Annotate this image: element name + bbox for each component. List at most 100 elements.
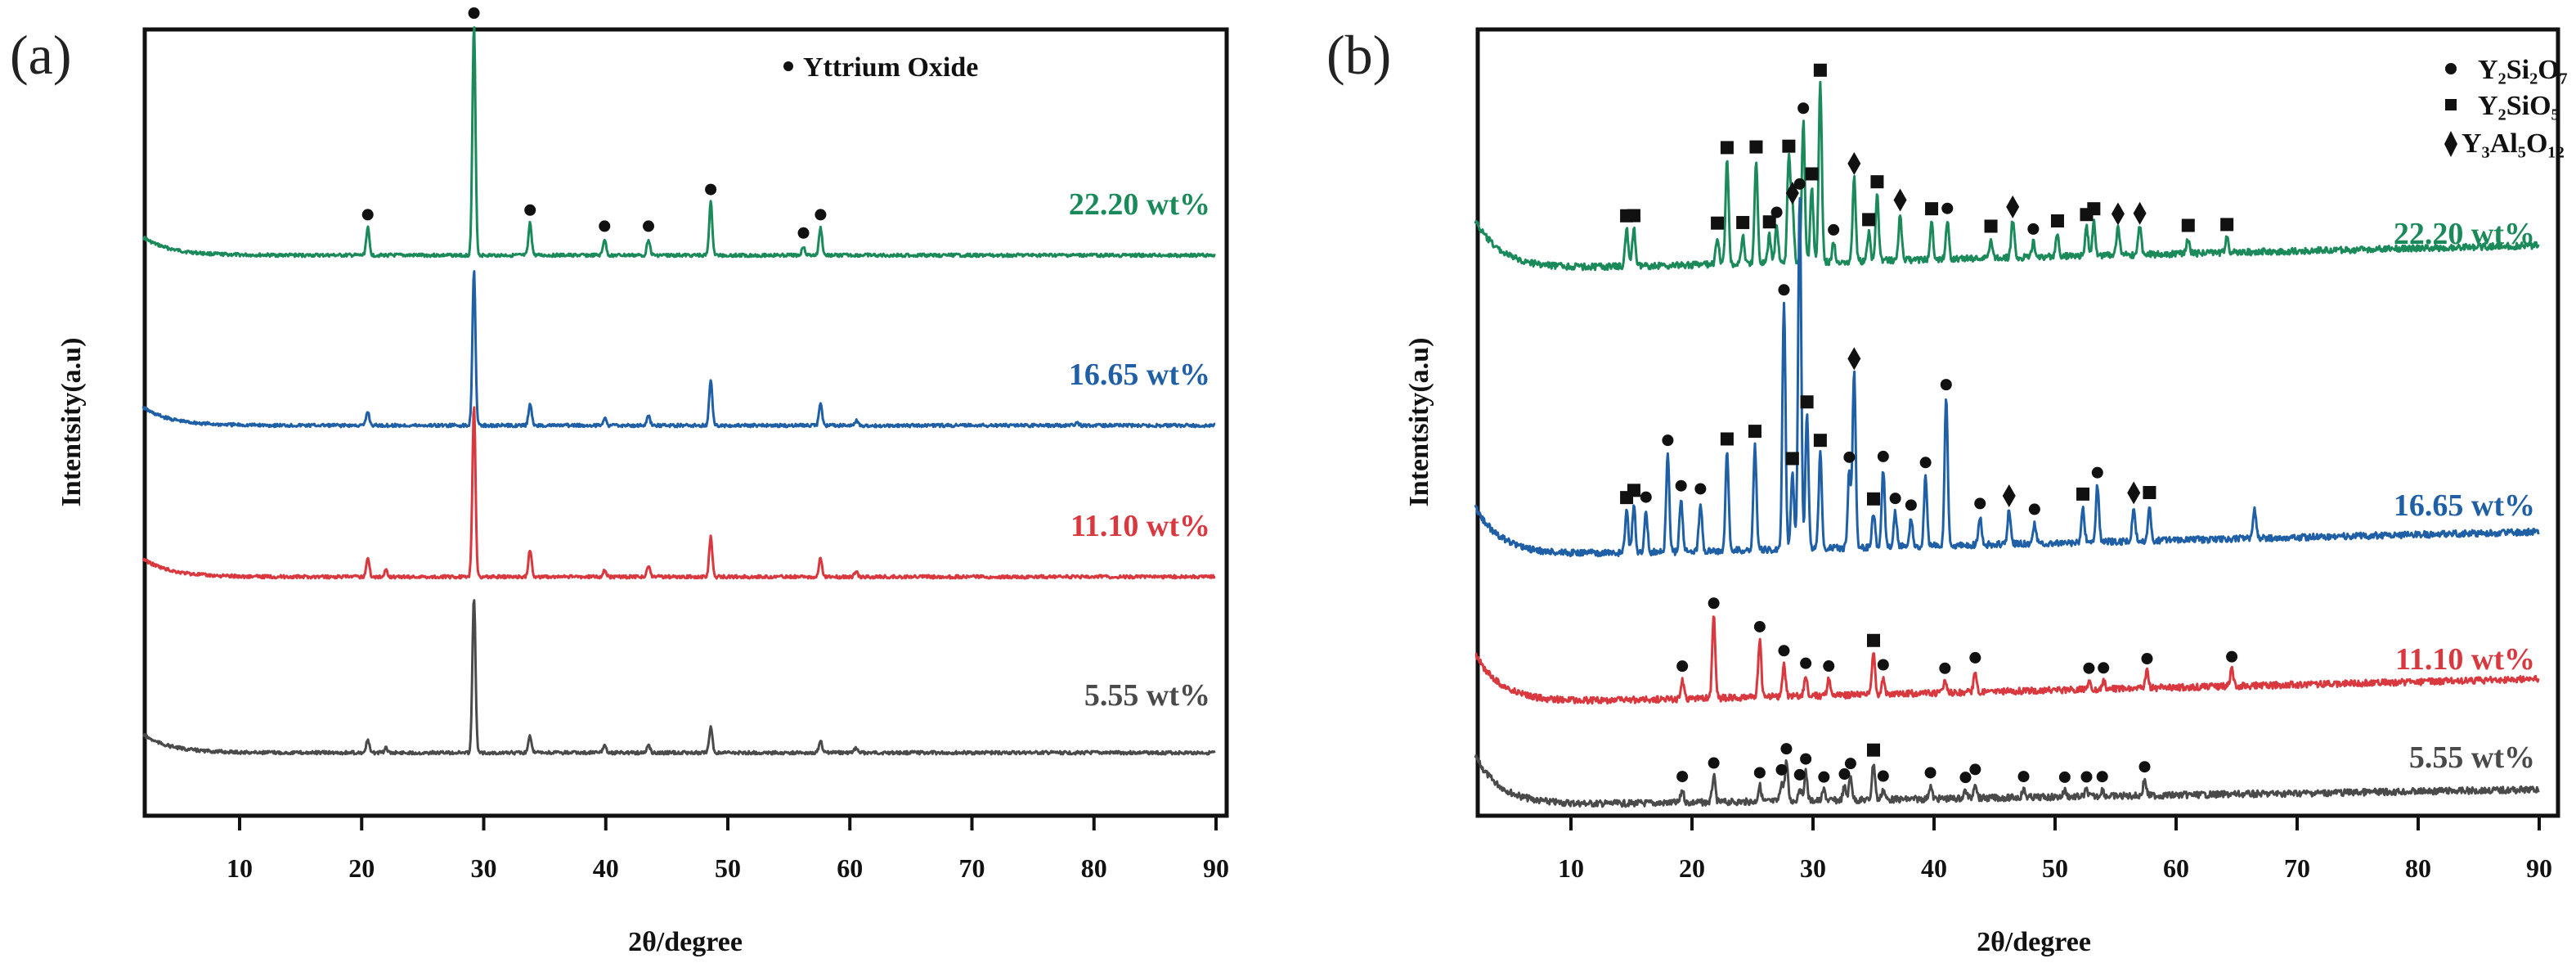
peak-marker-circle [1775, 763, 1788, 776]
y-axis-title-b: Intentsity(a.u) [1404, 338, 1434, 507]
peak-marker-circle [705, 183, 717, 196]
peak-marker-circle [361, 209, 374, 221]
peak-marker-circle [1844, 758, 1856, 770]
peak-marker-circle [1889, 493, 1901, 505]
peak-marker-diamond [2002, 484, 2016, 507]
peak-marker-circle [1940, 379, 1952, 391]
peak-marker-square [1867, 633, 1880, 647]
peak-marker-diamond [1847, 347, 1861, 371]
peak-marker-square [1720, 141, 1734, 155]
x-tick-label: 40 [593, 853, 619, 883]
panel-label-a: (a) [10, 24, 71, 86]
peak-marker-diamond [1847, 151, 1861, 175]
peak-marker-square [1785, 452, 1799, 466]
peak-marker-square [2143, 485, 2156, 499]
peak-marker-circle [1969, 651, 1981, 664]
x-tick-label: 80 [1081, 853, 1107, 883]
peak-marker-square [1870, 175, 1884, 189]
peak-marker-circle [2017, 771, 2030, 783]
peak-marker-circle [1676, 660, 1689, 673]
peak-marker-circle [2098, 662, 2110, 674]
peak-marker-square [1867, 743, 1880, 757]
y-axis-title-a: Intentsity(a.u) [56, 338, 87, 507]
peak-marker-circle [1780, 743, 1793, 755]
peak-marker-square [1867, 492, 1880, 506]
peak-marker-square [1925, 202, 1939, 216]
peak-marker-circle [1877, 450, 1889, 462]
markers-b [1620, 63, 2238, 784]
peak-marker-circle [524, 204, 536, 216]
peak-marker-circle [468, 7, 480, 19]
peak-marker-circle [1924, 767, 1936, 779]
x-tick-label: 30 [471, 853, 497, 883]
x-tick-label: 60 [837, 853, 863, 883]
peak-marker-square [1748, 425, 1761, 439]
peak-marker-circle [1974, 497, 1986, 510]
x-tick-label: 60 [2163, 853, 2189, 883]
peak-marker-square [1762, 215, 1776, 229]
series-label: 22.20 wt% [2394, 217, 2535, 251]
peak-marker-circle [1939, 662, 1951, 674]
peak-marker-square [1813, 63, 1827, 77]
plot-frame-a [142, 27, 1229, 818]
trace-1665 [141, 270, 1216, 429]
markers-a [361, 7, 827, 239]
x-tick-label: 40 [1921, 853, 1947, 883]
x-tick-label: 20 [1679, 853, 1705, 883]
peak-marker-circle [1708, 757, 1720, 769]
peak-marker-square [1813, 434, 1827, 448]
x-tick-label: 50 [2042, 853, 2068, 883]
peak-marker-square [1800, 395, 1814, 409]
peak-marker-circle [815, 209, 827, 221]
peak-marker-circle [2141, 653, 2153, 665]
series-labels-a: 22.20 wt% 16.65 wt% 11.10 wt% 5.55 wt% [1069, 187, 1210, 713]
peak-marker-circle [1797, 102, 1810, 115]
peak-marker-square [1720, 432, 1734, 446]
peak-marker-square [1627, 484, 1640, 497]
trace-1110 [1474, 615, 2540, 705]
peak-marker-circle [2138, 761, 2151, 773]
peak-marker-square [2076, 487, 2090, 501]
peak-marker-square [2050, 214, 2064, 227]
x-axis-title-b: 2θ/degree [1977, 927, 2091, 957]
x-tick-label: 20 [348, 853, 375, 883]
x-axis-title-a: 2θ/degree [628, 927, 743, 957]
peak-marker-diamond [2127, 481, 2141, 505]
series-label: 5.55 wt% [2409, 740, 2535, 775]
peak-marker-square [1984, 219, 1998, 233]
peak-marker-circle [1793, 178, 1806, 190]
x-tick-label: 10 [1558, 853, 1584, 883]
legend-a: Yttrium Oxide [783, 52, 978, 83]
peak-marker-circle [1662, 434, 1674, 447]
legend-b: Y₂Si₂O₇ Y₂SiO₅ Y₃Al₅O₁₂ [2444, 55, 2568, 159]
panel-label-b: (b) [1326, 24, 1391, 86]
legend-marker-circle-icon [2445, 63, 2457, 74]
trace-555 [142, 599, 1216, 756]
peak-marker-circle [1843, 451, 1856, 463]
peak-marker-square [2087, 202, 2101, 216]
series-label: 22.20 wt% [1069, 187, 1210, 222]
peak-marker-circle [2096, 771, 2108, 783]
peak-marker-circle [2226, 650, 2238, 663]
trace-2220 [142, 26, 1216, 259]
legend-label-y2sio5: Y₂SiO₅ [2478, 91, 2560, 121]
peak-marker-square [2181, 218, 2195, 232]
peak-marker-circle [1905, 499, 1917, 511]
x-tick-label: 30 [1800, 853, 1826, 883]
peak-marker-circle [1877, 659, 1889, 671]
traces-b [1474, 80, 2540, 808]
peak-marker-diamond [2133, 201, 2147, 225]
x-tick-label: 80 [2405, 853, 2431, 883]
peak-marker-circle [1753, 767, 1766, 779]
peak-marker-circle [599, 220, 611, 232]
peak-marker-circle [1877, 770, 1889, 782]
legend-label-y3al5o12: Y₃Al₅O₁₂ [2462, 128, 2565, 159]
peak-marker-circle [1793, 768, 1806, 781]
legend-marker-square-icon [2445, 99, 2457, 110]
legend-marker-diamond-icon [2444, 131, 2457, 157]
peak-marker-circle [2058, 771, 2071, 783]
peak-marker-square [1749, 140, 1763, 154]
peak-marker-square [1736, 215, 1750, 229]
x-tick-label: 70 [2284, 853, 2310, 883]
